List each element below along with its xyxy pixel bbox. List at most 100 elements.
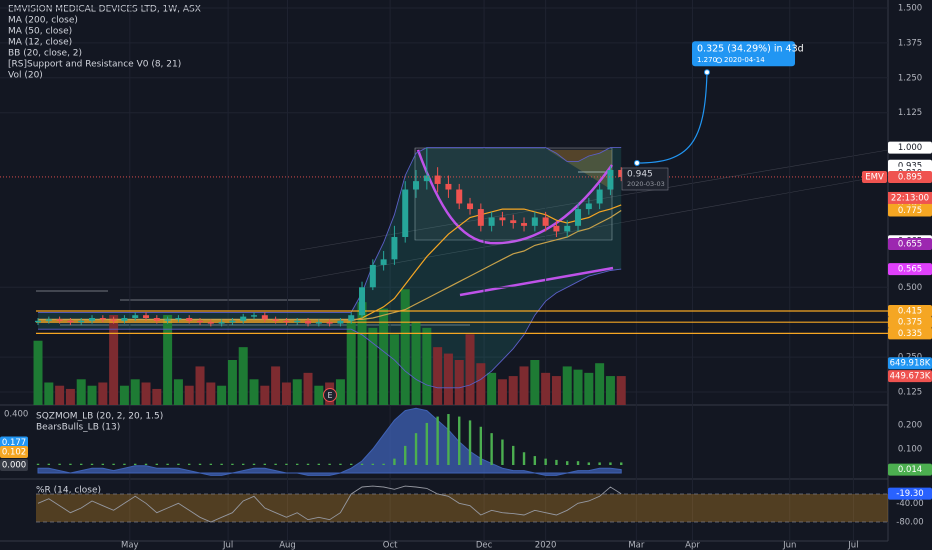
x-tick-label: Oct bbox=[383, 541, 398, 550]
histogram-bar bbox=[155, 463, 159, 466]
volume-bar bbox=[76, 379, 86, 405]
histogram-bar bbox=[360, 463, 364, 466]
candle-body bbox=[89, 318, 96, 321]
candle-body bbox=[207, 322, 214, 324]
candle-body bbox=[391, 237, 398, 260]
histogram-bar bbox=[479, 426, 483, 466]
volume-bar bbox=[357, 302, 367, 405]
price-badge-label: 0.565 bbox=[898, 265, 922, 275]
volume-bar bbox=[476, 363, 486, 405]
price-badge bbox=[888, 327, 932, 340]
histogram-bar bbox=[490, 433, 493, 466]
candle-body bbox=[499, 217, 506, 221]
histogram-bar bbox=[566, 461, 569, 466]
price-badge-label: 0.000 bbox=[2, 461, 26, 471]
histogram-bar bbox=[177, 463, 180, 466]
histogram-bar bbox=[134, 463, 137, 466]
histogram-bar bbox=[512, 445, 515, 466]
symbol-badge bbox=[862, 170, 887, 183]
volume-bar bbox=[195, 366, 205, 405]
histogram-bar bbox=[123, 463, 126, 466]
countdown-label: 22:13:00 bbox=[891, 193, 929, 203]
cursor-point bbox=[634, 159, 640, 166]
volume-bar bbox=[260, 385, 270, 405]
candle-body bbox=[261, 315, 268, 320]
candle-body bbox=[423, 175, 430, 182]
histogram-bar bbox=[47, 463, 51, 466]
histogram-bar bbox=[198, 463, 202, 466]
volume-bar bbox=[249, 379, 259, 405]
price-badge bbox=[888, 463, 932, 476]
indicator-legend: MA (12, close) bbox=[8, 38, 72, 48]
candle-body bbox=[56, 319, 63, 321]
candle-body bbox=[251, 315, 258, 317]
histogram-bar bbox=[598, 462, 601, 466]
x-tick-label: Jun bbox=[782, 541, 796, 550]
candle-body bbox=[380, 259, 387, 265]
volume-bar bbox=[87, 385, 97, 405]
histogram-bar bbox=[393, 458, 396, 466]
histogram-bar bbox=[501, 439, 504, 466]
y-tick-label: -80.00 bbox=[896, 518, 923, 528]
volume-bar bbox=[389, 334, 399, 405]
candle-body bbox=[477, 209, 484, 226]
volume-bar bbox=[497, 379, 507, 405]
y-tick-label: 0.100 bbox=[898, 444, 922, 454]
volume-bar bbox=[217, 385, 227, 405]
volume-bar bbox=[616, 376, 626, 405]
bb-fill bbox=[38, 147, 622, 388]
cursor-price: 0.945 bbox=[627, 169, 653, 179]
candle-body bbox=[596, 189, 603, 204]
candle-body bbox=[542, 217, 549, 226]
volume-bar bbox=[65, 388, 75, 405]
histogram-bar bbox=[231, 463, 234, 466]
x-tick-label: Apr bbox=[685, 541, 700, 550]
histogram-bar bbox=[620, 462, 623, 466]
candle-body bbox=[283, 320, 290, 323]
candle-body bbox=[110, 319, 117, 321]
price-badge-label: 0.415 bbox=[898, 307, 922, 317]
volume-bar bbox=[465, 334, 475, 405]
price-badge-label: 0.775 bbox=[898, 206, 922, 216]
volume-bar bbox=[314, 385, 324, 405]
cursor-box bbox=[621, 167, 669, 191]
volume-bar bbox=[141, 382, 151, 405]
histogram-bar bbox=[328, 463, 331, 466]
candle-body bbox=[218, 322, 225, 324]
histogram-bar bbox=[58, 463, 61, 466]
histogram-bar bbox=[425, 422, 429, 466]
volume-bar bbox=[379, 308, 389, 405]
volume-bar bbox=[173, 379, 183, 405]
y-tick-label: 0.125 bbox=[898, 388, 922, 398]
candle-body bbox=[510, 220, 517, 224]
histogram-bar bbox=[544, 458, 547, 466]
cup-curve bbox=[416, 149, 614, 245]
price-badge-label: 449.673K bbox=[890, 372, 931, 382]
volume-bar bbox=[443, 353, 453, 405]
candle-body bbox=[272, 319, 279, 321]
price-badge bbox=[0, 436, 28, 449]
volume-bar bbox=[206, 382, 216, 405]
volume-bar bbox=[130, 379, 140, 405]
histogram-bar bbox=[242, 463, 245, 466]
volume-bar bbox=[530, 360, 540, 405]
y-tick-label: 0.500 bbox=[898, 283, 922, 293]
trend-line bbox=[459, 266, 614, 297]
candle-body bbox=[564, 225, 571, 232]
volume-bar bbox=[238, 347, 248, 405]
candle-body bbox=[456, 189, 463, 204]
histogram-bar bbox=[404, 445, 407, 466]
volume-bar bbox=[573, 369, 583, 405]
price-badge bbox=[0, 459, 28, 472]
volume-bar bbox=[271, 366, 281, 405]
volume-bar bbox=[33, 340, 43, 405]
x-tick-label: 2020 bbox=[535, 541, 557, 550]
candle-body bbox=[305, 320, 312, 324]
y-tick-label: 1.375 bbox=[898, 38, 922, 48]
histogram-bar bbox=[101, 463, 105, 466]
band-fill bbox=[36, 494, 888, 522]
candle-body bbox=[413, 181, 420, 190]
candle-body bbox=[143, 315, 150, 319]
volume-bar bbox=[368, 327, 378, 405]
